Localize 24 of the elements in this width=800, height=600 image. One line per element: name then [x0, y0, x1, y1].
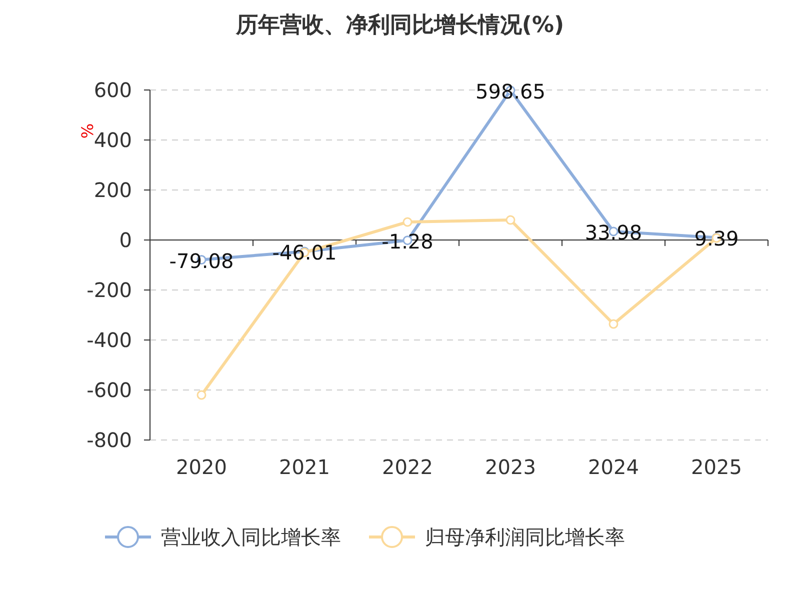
x-tick-label: 2024 — [588, 455, 639, 479]
y-tick-label: -800 — [86, 428, 132, 452]
x-tick-label: 2025 — [691, 455, 742, 479]
point — [506, 215, 516, 225]
point — [402, 217, 412, 227]
x-tick-label: 2020 — [176, 455, 227, 479]
x-tick-label: 2022 — [382, 455, 433, 479]
y-tick-label: -200 — [86, 278, 132, 302]
data-label: 33.98 — [584, 220, 642, 245]
y-tick-label: 0 — [119, 228, 132, 252]
y-tick-label: 200 — [94, 178, 132, 202]
legend-label: 营业收入同比增长率 — [161, 525, 341, 549]
legend-label: 归母净利润同比增长率 — [425, 525, 625, 549]
y-tick-label: -400 — [86, 328, 132, 352]
y-tick-label: -600 — [86, 378, 132, 402]
point — [608, 319, 618, 329]
x-tick-label: 2023 — [485, 455, 536, 479]
point — [196, 390, 206, 400]
x-tick-label: 2021 — [279, 455, 330, 479]
chart-title: 历年营收、净利同比增长情况(%) — [234, 13, 564, 38]
y-tick-label: 600 — [94, 78, 132, 102]
data-label: -79.08 — [169, 248, 234, 273]
data-label: -46.01 — [272, 240, 337, 265]
data-label: 598.65 — [476, 79, 546, 104]
